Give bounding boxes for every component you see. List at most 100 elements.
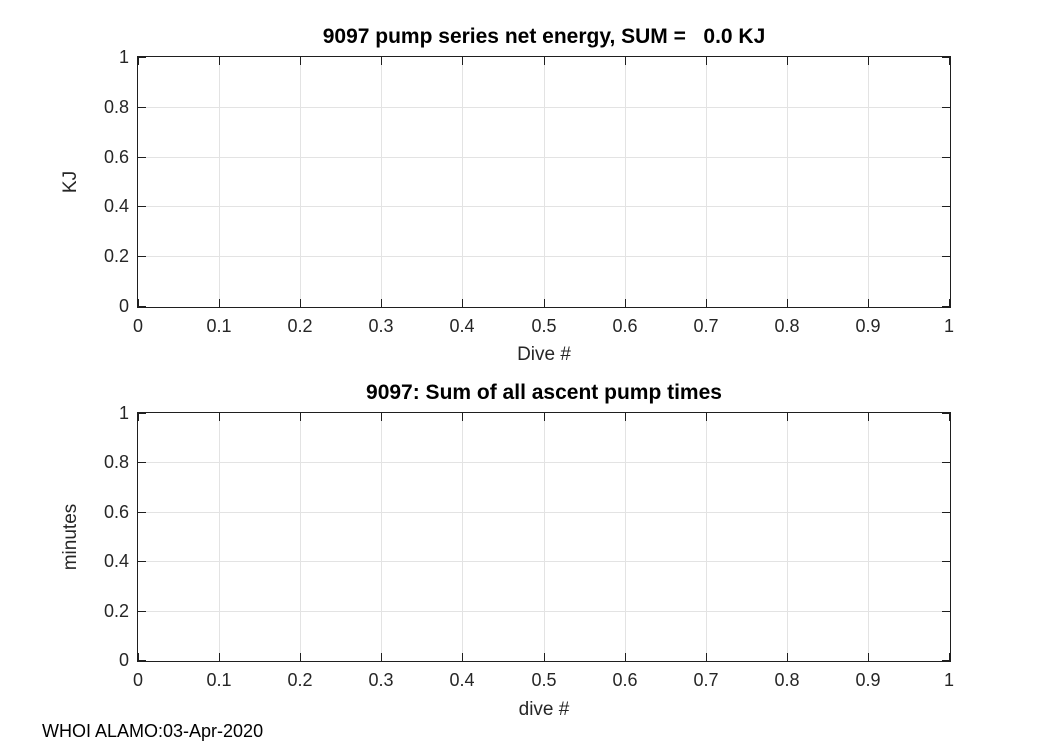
y-tick-label: 0.4 — [103, 196, 129, 216]
tick-mark — [544, 57, 545, 65]
x-tick-label: 0.7 — [693, 316, 719, 336]
plot-title: 9097: Sum of all ascent pump times — [366, 381, 722, 404]
tick-mark — [868, 653, 869, 661]
tick-mark — [138, 256, 146, 257]
x-tick-label: 0.2 — [287, 670, 313, 690]
tick-mark — [138, 413, 146, 414]
tick-mark — [942, 660, 950, 661]
x-tick-label: 0.4 — [449, 670, 475, 690]
gridline — [625, 57, 626, 307]
tick-mark — [138, 413, 139, 421]
tick-mark — [138, 653, 139, 661]
tick-mark — [942, 157, 950, 158]
tick-mark — [868, 413, 869, 421]
tick-mark — [138, 206, 146, 207]
gridline — [381, 413, 382, 661]
tick-mark — [544, 299, 545, 307]
tick-mark — [300, 653, 301, 661]
tick-mark — [942, 611, 950, 612]
gridline — [868, 413, 869, 661]
axes-box: 0 0.1 0.2 0.3 0.4 0.5 0.6 0.7 0.8 0.9 1 0 0.2 0.4 0.6 0… — [104, 47, 954, 336]
x-tick-label: 0.3 — [368, 670, 394, 690]
tick-mark — [138, 57, 146, 58]
gridline — [138, 157, 950, 158]
y-tick-label: 0 — [118, 650, 129, 670]
tick-mark — [138, 107, 146, 108]
x-tick-label: 0.5 — [531, 670, 557, 690]
gridline — [706, 413, 707, 661]
tick-mark — [942, 561, 950, 562]
axes-box: 0 0.1 0.2 0.3 0.4 0.5 0.6 0.7 0.8 0.9 1 0 0.2 0.4 0.6 0… — [104, 403, 954, 690]
tick-mark — [787, 299, 788, 307]
tick-mark — [138, 462, 146, 463]
x-axis-label: Dive # — [517, 344, 571, 365]
tick-mark — [625, 413, 626, 421]
gridline — [787, 413, 788, 661]
tick-mark — [300, 57, 301, 65]
tick-mark — [625, 57, 626, 65]
gridline — [138, 256, 950, 257]
tick-mark — [381, 413, 382, 421]
gridline — [219, 413, 220, 661]
gridline — [138, 462, 950, 463]
x-tick-label: 0 — [132, 670, 143, 690]
x-tick-label: 0.8 — [774, 316, 800, 336]
x-tick-label: 0.8 — [774, 670, 800, 690]
gridline — [868, 57, 869, 307]
gridline — [138, 561, 950, 562]
x-tick-label: 0.6 — [612, 670, 638, 690]
tick-mark — [942, 306, 950, 307]
tick-mark — [219, 653, 220, 661]
x-tick-label: 0.5 — [531, 316, 557, 336]
tick-mark — [787, 653, 788, 661]
tick-mark — [300, 299, 301, 307]
tick-mark — [706, 57, 707, 65]
y-tick-label: 0.6 — [103, 502, 129, 522]
y-tick-label: 0.6 — [103, 147, 129, 167]
x-tick-label: 0.3 — [368, 316, 394, 336]
tick-mark — [219, 57, 220, 65]
x-tick-label: 0.9 — [855, 670, 881, 690]
x-axis-label: dive # — [518, 699, 570, 720]
x-tick-label: 0 — [132, 316, 143, 336]
tick-mark — [949, 653, 950, 661]
gridline — [138, 206, 950, 207]
x-tick-label: 0.4 — [449, 316, 475, 336]
tick-mark — [462, 413, 463, 421]
tick-mark — [138, 561, 146, 562]
y-tick-label: 0 — [118, 296, 129, 316]
y-tick-label: 0.2 — [103, 246, 129, 266]
gridline — [381, 57, 382, 307]
tick-mark — [949, 299, 950, 307]
y-tick-label: 1 — [118, 403, 129, 423]
y-axis-label: KJ — [60, 170, 81, 194]
x-tick-label: 0.2 — [287, 316, 313, 336]
gridline — [219, 57, 220, 307]
x-tick-label: 1 — [943, 316, 954, 336]
tick-mark — [949, 413, 950, 421]
tick-mark — [300, 413, 301, 421]
x-tick-label: 0.6 — [612, 316, 638, 336]
tick-mark — [706, 413, 707, 421]
tick-mark — [381, 57, 382, 65]
tick-mark — [868, 299, 869, 307]
x-tick-label: 1 — [943, 670, 954, 690]
tick-mark — [462, 299, 463, 307]
gridline — [462, 57, 463, 307]
tick-mark — [138, 660, 146, 661]
tick-mark — [942, 512, 950, 513]
x-tick-label: 0.1 — [206, 316, 232, 336]
tick-mark — [868, 57, 869, 65]
footer-annotation: WHOI ALAMO:03-Apr-2020 — [42, 721, 264, 741]
gridline — [706, 57, 707, 307]
y-tick-label: 0.8 — [103, 452, 129, 472]
tick-mark — [462, 57, 463, 65]
tick-mark — [544, 413, 545, 421]
tick-mark — [625, 653, 626, 661]
x-tick-label: 0.9 — [855, 316, 881, 336]
tick-mark — [381, 299, 382, 307]
tick-mark — [949, 57, 950, 65]
tick-mark — [625, 299, 626, 307]
tick-mark — [942, 413, 950, 414]
